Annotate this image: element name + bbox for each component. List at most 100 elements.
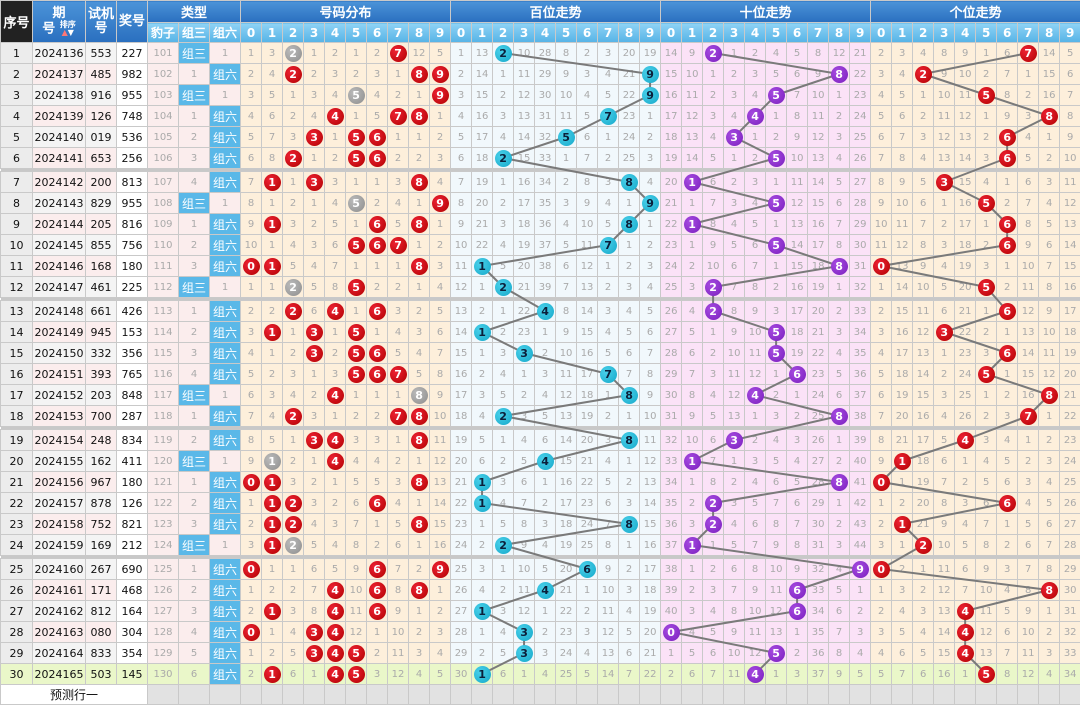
prediction-cell[interactable] xyxy=(934,685,955,705)
prediction-cell[interactable] xyxy=(913,685,934,705)
prediction-cell[interactable] xyxy=(661,685,682,705)
cell-tens-3: 5 xyxy=(724,235,745,256)
cell-units-1: 1 xyxy=(892,514,913,535)
cell-hundreds-8: 2 xyxy=(619,472,640,493)
row-test-number: 162 xyxy=(86,451,117,472)
cell-units-7: 7 xyxy=(1018,43,1039,64)
prediction-cell[interactable] xyxy=(304,685,325,705)
prediction-cell[interactable] xyxy=(210,685,241,705)
ball-tens-3: 3 xyxy=(726,129,743,146)
prediction-cell[interactable] xyxy=(850,685,871,705)
row-issue: 2024155 xyxy=(33,451,86,472)
cell-tens-6: 6 xyxy=(787,580,808,601)
row-draw-number: 212 xyxy=(117,535,148,556)
cell-tens-7: 10 xyxy=(808,85,829,106)
prediction-cell[interactable] xyxy=(409,685,430,705)
ball-units-4: 4 xyxy=(957,645,974,662)
cell-tens-6: 5 xyxy=(787,472,808,493)
prediction-cell[interactable] xyxy=(703,685,724,705)
prediction-cell[interactable] xyxy=(148,685,179,705)
cell-dist-3: 3 xyxy=(304,322,325,343)
cell-tens-7: 24 xyxy=(808,385,829,406)
cell-hundreds-8: 1 xyxy=(619,451,640,472)
cell-dist-8: 8 xyxy=(409,64,430,85)
prediction-cell[interactable] xyxy=(976,685,997,705)
prediction-cell[interactable] xyxy=(346,685,367,705)
prediction-cell[interactable] xyxy=(577,685,598,705)
prediction-cell[interactable] xyxy=(829,685,850,705)
ball-dist-2: 2 xyxy=(285,495,302,512)
prediction-cell[interactable] xyxy=(598,685,619,705)
cell-hundreds-8: 22 xyxy=(619,85,640,106)
prediction-cell[interactable] xyxy=(1018,685,1039,705)
prediction-cell[interactable] xyxy=(430,685,451,705)
prediction-cell[interactable] xyxy=(179,685,210,705)
cell-units-6: 8 xyxy=(997,664,1018,685)
prediction-cell[interactable] xyxy=(640,685,661,705)
prediction-cell[interactable] xyxy=(472,685,493,705)
cell-units-3: 1 xyxy=(934,193,955,214)
prediction-cell[interactable] xyxy=(262,685,283,705)
prediction-cell[interactable] xyxy=(451,685,472,705)
prediction-cell[interactable] xyxy=(388,685,409,705)
prediction-cell[interactable] xyxy=(787,685,808,705)
prediction-cell[interactable] xyxy=(325,685,346,705)
prediction-cell[interactable] xyxy=(493,685,514,705)
prediction-cell[interactable] xyxy=(724,685,745,705)
prediction-cell[interactable] xyxy=(1060,685,1080,705)
sort-button[interactable]: 排序▲▼ xyxy=(60,21,76,37)
cell-units-5: 1 xyxy=(976,301,997,322)
cell-hundreds-5: 24 xyxy=(556,643,577,664)
cell-dist-0: 6 xyxy=(241,385,262,406)
cell-tens-8: 1 xyxy=(829,430,850,451)
row-zusan-omission: 2 xyxy=(179,580,210,601)
cell-tens-6: 10 xyxy=(787,148,808,169)
cell-dist-9: 9 xyxy=(430,85,451,106)
cell-units-5: 10 xyxy=(976,580,997,601)
prediction-cell[interactable] xyxy=(535,685,556,705)
prediction-cell[interactable] xyxy=(871,685,892,705)
cell-hundreds-2: 3 xyxy=(493,601,514,622)
prediction-cell[interactable] xyxy=(955,685,976,705)
prediction-cell[interactable] xyxy=(808,685,829,705)
cell-dist-2: 3 xyxy=(283,601,304,622)
prediction-cell[interactable] xyxy=(892,685,913,705)
cell-tens-3: 5 xyxy=(724,535,745,556)
prediction-cell[interactable] xyxy=(556,685,577,705)
cell-hundreds-7: 3 xyxy=(598,43,619,64)
cell-hundreds-7: 1 xyxy=(598,385,619,406)
cell-tens-0: 25 xyxy=(661,277,682,298)
cell-dist-3: 4 xyxy=(304,106,325,127)
cell-hundreds-3: 10 xyxy=(514,43,535,64)
cell-units-4: 17 xyxy=(955,214,976,235)
cell-tens-2: 9 xyxy=(703,235,724,256)
cell-hundreds-6: 16 xyxy=(577,343,598,364)
row-seq: 2 xyxy=(1,64,33,85)
cell-tens-0: 32 xyxy=(661,430,682,451)
header-issue[interactable]: 期号 排序▲▼ xyxy=(33,1,86,43)
prediction-cell[interactable] xyxy=(745,685,766,705)
prediction-cell[interactable] xyxy=(766,685,787,705)
row-zusan-omission: 5 xyxy=(179,643,210,664)
cell-hundreds-4: 39 xyxy=(535,277,556,298)
cell-units-6: 3 xyxy=(997,559,1018,580)
header-dist-digit-1: 1 xyxy=(262,23,283,43)
prediction-cell[interactable] xyxy=(367,685,388,705)
prediction-cell[interactable] xyxy=(619,685,640,705)
prediction-cell[interactable] xyxy=(283,685,304,705)
row-baozi-omission: 116 xyxy=(148,364,179,385)
cell-units-0: 8 xyxy=(871,430,892,451)
cell-units-3: 3 xyxy=(934,322,955,343)
prediction-cell[interactable] xyxy=(514,685,535,705)
prediction-cell[interactable] xyxy=(241,685,262,705)
ball-dist-8: 8 xyxy=(411,474,428,491)
prediction-cell[interactable] xyxy=(682,685,703,705)
cell-dist-3: 1 xyxy=(304,664,325,685)
ball-tens-2: 2 xyxy=(705,45,722,62)
prediction-cell[interactable] xyxy=(997,685,1018,705)
cell-tens-8: 4 xyxy=(829,148,850,169)
cell-tens-6: 4 xyxy=(787,451,808,472)
prediction-cell[interactable] xyxy=(1039,685,1060,705)
cell-units-8: 2 xyxy=(1039,430,1060,451)
row-issue: 2024165 xyxy=(33,664,86,685)
